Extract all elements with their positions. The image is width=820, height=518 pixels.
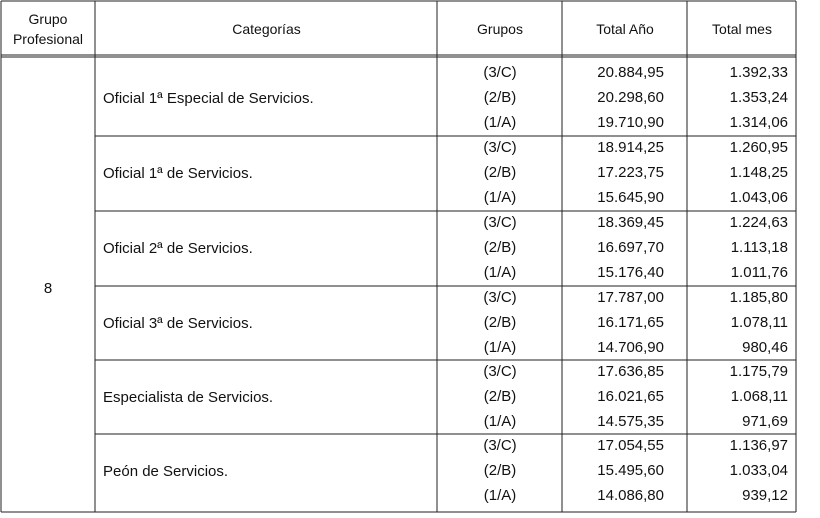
total-month-cell: 1.068,11 (730, 388, 788, 405)
total-year-cell: 17.636,85 (597, 363, 664, 380)
grupo-cell: (1/A) (483, 339, 517, 356)
total-year-cell: 14.706,90 (597, 339, 664, 356)
total-year-cell: 18.914,25 (597, 139, 664, 156)
total-year-cell: 20.884,95 (597, 64, 664, 81)
grupo-cell: (3/C) (483, 64, 517, 81)
total-year-cell: 17.223,75 (597, 164, 664, 181)
header-cell: Grupos (477, 21, 523, 37)
total-month-cell: 1.175,79 (729, 363, 788, 380)
category-name: Especialista de Servicios. (103, 389, 274, 406)
grupo-cell: (3/C) (483, 437, 517, 454)
total-month-cell: 980,46 (742, 339, 788, 356)
group-cell: 8 (43, 280, 53, 297)
grupo-cell: (2/B) (483, 239, 517, 256)
header-cell: Categorías (232, 21, 301, 37)
category-name: Peón de Servicios. (103, 463, 229, 480)
total-year-cell: 17.787,00 (597, 289, 664, 306)
header-cell: Grupo Profesional (12, 11, 84, 47)
total-year-cell: 18.369,45 (597, 214, 664, 231)
total-month-cell: 1.033,04 (729, 462, 788, 479)
total-year-cell: 16.021,65 (597, 388, 664, 405)
grupo-cell: (2/B) (483, 462, 517, 479)
total-month-cell: 1.353,24 (729, 89, 788, 106)
grupo-cell: (3/C) (483, 214, 517, 231)
total-year-cell: 14.575,35 (597, 413, 664, 430)
category-name: Oficial 2ª de Servicios. (103, 240, 253, 257)
total-year-cell: 16.171,65 (597, 314, 664, 331)
total-month-cell: 971,69 (742, 413, 788, 430)
category-name: Oficial 1ª de Servicios. (103, 165, 253, 182)
total-month-cell: 1.043,06 (729, 189, 788, 206)
grupo-cell: (2/B) (483, 314, 517, 331)
total-month-cell: 939,12 (742, 487, 788, 504)
total-month-cell: 1.260,95 (729, 139, 788, 156)
grupo-cell: (1/A) (483, 264, 517, 281)
total-month-cell: 1.148,25 (729, 164, 788, 181)
grupo-cell: (1/A) (483, 189, 517, 206)
grupo-cell: (3/C) (483, 289, 517, 306)
grupo-cell: (3/C) (483, 363, 517, 380)
total-year-cell: 16.697,70 (597, 239, 664, 256)
total-year-cell: 15.645,90 (597, 189, 664, 206)
total-year-cell: 20.298,60 (597, 89, 664, 106)
total-month-cell: 1.392,33 (729, 64, 788, 81)
category-name: Oficial 3ª de Servicios. (103, 315, 253, 332)
grupo-cell: (1/A) (483, 413, 517, 430)
total-month-cell: 1.011,76 (730, 264, 788, 281)
total-month-cell: 1.185,80 (729, 289, 788, 306)
total-month-cell: 1.314,06 (729, 114, 788, 131)
grupo-cell: (1/A) (483, 487, 517, 504)
total-year-cell: 14.086,80 (597, 487, 664, 504)
total-year-cell: 17.054,55 (597, 437, 664, 454)
total-year-cell: 19.710,90 (597, 114, 664, 131)
total-month-cell: 1.224,63 (729, 214, 788, 231)
total-month-cell: 1.136,97 (729, 437, 788, 454)
total-year-cell: 15.495,60 (597, 462, 664, 479)
total-month-cell: 1.078,11 (730, 314, 788, 331)
grupo-cell: (3/C) (483, 139, 517, 156)
total-month-cell: 1.113,18 (730, 239, 788, 256)
header-cell: Total mes (712, 21, 772, 37)
grupo-cell: (2/B) (483, 388, 517, 405)
grupo-cell: (1/A) (483, 114, 517, 131)
grupo-cell: (2/B) (483, 164, 517, 181)
grupo-cell: (2/B) (483, 89, 517, 106)
total-year-cell: 15.176,40 (597, 264, 664, 281)
category-name: Oficial 1ª Especial de Servicios. (103, 90, 314, 107)
header-cell: Total Año (596, 21, 654, 37)
